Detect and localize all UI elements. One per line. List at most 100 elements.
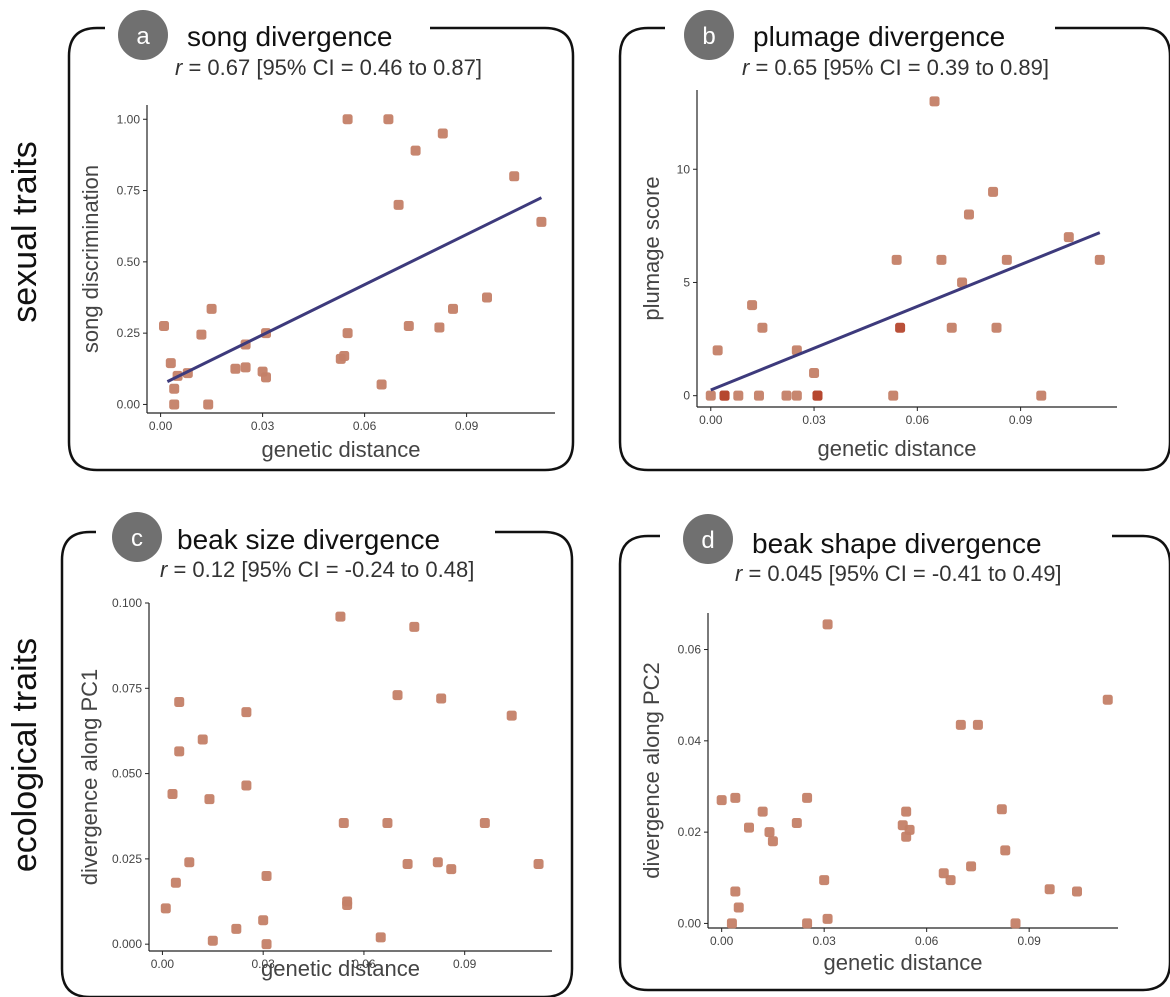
x-axis-title: genetic distance bbox=[262, 437, 421, 462]
data-point bbox=[744, 822, 754, 833]
panel-badge bbox=[684, 10, 734, 60]
data-point bbox=[230, 363, 241, 374]
stat-r-symbol: r bbox=[160, 557, 169, 582]
data-point bbox=[261, 372, 271, 383]
x-axis-title: genetic distance bbox=[261, 956, 420, 981]
data-point bbox=[726, 918, 737, 929]
data-point bbox=[206, 303, 217, 314]
data-point bbox=[241, 707, 252, 718]
data-point bbox=[165, 358, 176, 369]
y-tick-label: 10 bbox=[677, 162, 691, 176]
data-point bbox=[160, 903, 171, 914]
data-point bbox=[791, 390, 802, 401]
data-point bbox=[819, 875, 830, 886]
data-point bbox=[392, 690, 403, 701]
y-tick-label: 5 bbox=[683, 275, 690, 289]
x-tick-label: 0.06 bbox=[915, 934, 939, 948]
panel-letter: c bbox=[131, 525, 143, 552]
data-point bbox=[482, 292, 492, 303]
stat-r-symbol: r bbox=[742, 55, 751, 80]
data-point bbox=[1000, 845, 1011, 856]
data-point bbox=[342, 896, 353, 907]
data-point bbox=[1001, 254, 1012, 265]
data-point bbox=[901, 806, 912, 817]
panel-title: plumage divergence bbox=[753, 21, 1005, 52]
data-point bbox=[719, 390, 730, 401]
data-point bbox=[1063, 232, 1074, 243]
data-point bbox=[533, 859, 544, 869]
data-point bbox=[791, 818, 802, 828]
data-point bbox=[996, 804, 1007, 815]
data-point bbox=[409, 621, 420, 632]
data-point bbox=[757, 322, 768, 333]
data-point bbox=[261, 870, 272, 881]
y-tick-label: 0.050 bbox=[112, 767, 142, 781]
data-point bbox=[946, 322, 957, 333]
data-point bbox=[169, 399, 180, 410]
data-point bbox=[929, 96, 940, 107]
data-point bbox=[988, 186, 999, 197]
x-tick-label: 0.09 bbox=[455, 419, 479, 433]
data-point bbox=[938, 868, 949, 879]
data-point bbox=[432, 857, 443, 868]
y-tick-label: 0.50 bbox=[117, 255, 141, 269]
data-point bbox=[335, 611, 346, 622]
y-tick-label: 0.04 bbox=[678, 734, 702, 748]
data-point bbox=[1072, 886, 1082, 897]
data-point bbox=[822, 619, 833, 630]
data-point bbox=[802, 918, 813, 929]
data-point bbox=[716, 795, 727, 806]
x-tick-label: 0.09 bbox=[1017, 934, 1041, 948]
x-tick-label: 0.06 bbox=[906, 413, 930, 427]
panel-title: song divergence bbox=[187, 21, 392, 52]
data-point bbox=[403, 321, 414, 332]
data-point bbox=[342, 114, 353, 125]
data-point bbox=[437, 128, 448, 139]
panel-stat: r = 0.12 [95% CI = -0.24 to 0.48] bbox=[160, 557, 474, 582]
panel-frame bbox=[67, 26, 575, 472]
x-tick-label: 0.00 bbox=[710, 934, 734, 948]
stat-value: = 0.045 [95% CI = -0.41 to 0.49] bbox=[742, 561, 1061, 586]
data-point bbox=[955, 719, 966, 730]
y-tick-label: 0.100 bbox=[112, 596, 142, 610]
data-point bbox=[1010, 918, 1021, 929]
y-axis-title: divergence along PC2 bbox=[639, 662, 664, 878]
panel-title: beak shape divergence bbox=[752, 528, 1042, 559]
x-axis-title: genetic distance bbox=[824, 950, 983, 975]
data-point bbox=[802, 792, 813, 803]
y-axis-title: divergence along PC1 bbox=[77, 669, 102, 885]
data-point bbox=[446, 864, 457, 875]
y-axis-title: plumage score bbox=[639, 176, 664, 320]
x-tick-label: 0.03 bbox=[252, 957, 276, 971]
y-tick-label: 0.00 bbox=[678, 916, 702, 930]
panel-letter: b bbox=[702, 23, 715, 50]
data-point bbox=[895, 322, 906, 333]
data-point bbox=[342, 328, 353, 339]
data-point bbox=[904, 824, 915, 835]
data-point bbox=[757, 806, 768, 817]
x-tick-label: 0.00 bbox=[699, 413, 723, 427]
data-point bbox=[207, 935, 218, 946]
data-point bbox=[747, 300, 758, 311]
data-point bbox=[812, 390, 823, 401]
data-point bbox=[712, 345, 723, 356]
data-point bbox=[1044, 884, 1055, 895]
panel-frame bbox=[60, 530, 574, 997]
data-point bbox=[888, 390, 899, 401]
panel-badge bbox=[118, 10, 168, 60]
y-tick-label: 0.000 bbox=[112, 937, 142, 951]
data-point bbox=[730, 792, 741, 803]
y-tick-label: 0 bbox=[683, 389, 690, 403]
data-point bbox=[204, 794, 215, 805]
data-point bbox=[393, 199, 404, 210]
data-point bbox=[167, 789, 178, 800]
data-point bbox=[159, 321, 169, 332]
data-point bbox=[991, 322, 1002, 333]
x-tick-label: 0.09 bbox=[453, 957, 477, 971]
data-point bbox=[536, 216, 547, 227]
data-point bbox=[197, 734, 208, 745]
stat-value: = 0.12 [95% CI = -0.24 to 0.48] bbox=[167, 557, 474, 582]
data-point bbox=[957, 277, 968, 288]
